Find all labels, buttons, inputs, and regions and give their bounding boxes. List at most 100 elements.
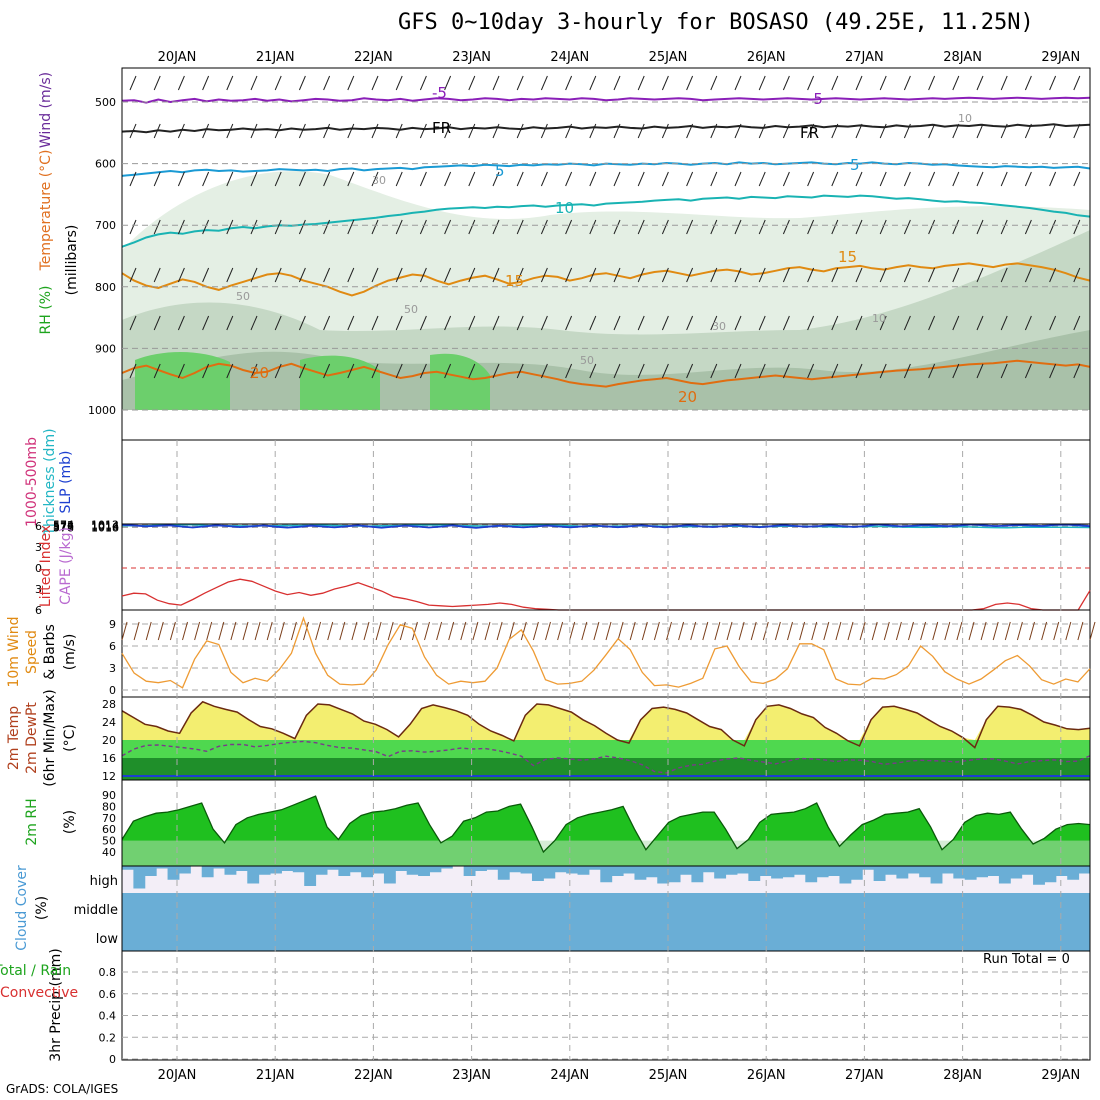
wind-barb bbox=[710, 219, 718, 235]
wind-barb bbox=[540, 123, 548, 139]
wind-tick-label: 3 bbox=[109, 662, 116, 675]
precip-convective-label: Convective bbox=[0, 985, 78, 1001]
precip-tick-label: 0.4 bbox=[99, 1010, 117, 1023]
wind-barb bbox=[1053, 621, 1060, 641]
contour-label: FR bbox=[800, 124, 819, 142]
day-label: 20JAN bbox=[158, 50, 197, 65]
wind-barb bbox=[274, 315, 282, 331]
thickness-tick-label: 577 bbox=[53, 521, 74, 534]
contour-label: 15 bbox=[838, 248, 857, 266]
wind-barb bbox=[952, 219, 960, 235]
wind-barb bbox=[1073, 315, 1081, 331]
lifted-index-label: Lifted Index bbox=[38, 525, 54, 607]
wind-barb bbox=[879, 171, 887, 187]
high-cloud-bar bbox=[611, 866, 624, 876]
wind-barb bbox=[436, 621, 443, 641]
wind-barb bbox=[540, 219, 548, 235]
wind-barb bbox=[661, 267, 669, 283]
wind-barb bbox=[734, 267, 742, 283]
wind-barb bbox=[371, 171, 379, 187]
thickness-tick-label: 574 bbox=[53, 518, 74, 531]
wind-barb bbox=[444, 75, 452, 91]
high-cloud-bar bbox=[406, 866, 419, 875]
wind-barb bbox=[516, 219, 524, 235]
high-cloud-bar bbox=[930, 866, 943, 884]
high-cloud-bar bbox=[178, 866, 191, 874]
wind-barb bbox=[347, 363, 355, 379]
wind-barb bbox=[1077, 621, 1084, 641]
high-cloud-bar bbox=[167, 866, 180, 880]
top-day-labels: 20JAN 21JAN 22JAN 23JAN 24JAN 25JAN 26JAN 27JAN… bbox=[158, 50, 1081, 65]
wind-barb bbox=[1049, 363, 1057, 379]
wind-barb bbox=[351, 621, 358, 641]
wind-barb bbox=[1041, 621, 1048, 641]
high-cloud-bar bbox=[816, 866, 829, 878]
wind-barb bbox=[1024, 171, 1032, 187]
wind-barb bbox=[492, 75, 500, 91]
high-cloud-bar bbox=[668, 866, 681, 883]
wind-barb bbox=[714, 621, 721, 641]
wind-barb bbox=[932, 621, 939, 641]
wind-barb bbox=[540, 171, 548, 187]
day-label: 23JAN bbox=[452, 1068, 491, 1083]
wind-barb bbox=[419, 315, 427, 331]
wind-barb bbox=[1004, 621, 1011, 641]
wind-barb bbox=[565, 267, 573, 283]
wind-barb bbox=[726, 621, 733, 641]
wind-barb bbox=[807, 363, 815, 379]
wind-barb bbox=[492, 267, 500, 283]
wind-barb bbox=[903, 267, 911, 283]
wind-barb bbox=[653, 621, 660, 641]
wind-barb bbox=[710, 315, 718, 331]
wind-barb bbox=[637, 171, 645, 187]
wind-barb bbox=[613, 171, 621, 187]
high-cloud-bar bbox=[144, 866, 157, 876]
wind-barb bbox=[496, 621, 503, 641]
wind-barb bbox=[565, 363, 573, 379]
wind-barb bbox=[1049, 171, 1057, 187]
wind-barb bbox=[254, 621, 261, 641]
wind-barb bbox=[557, 621, 564, 641]
high-cloud-bar bbox=[782, 866, 795, 878]
wind-barb bbox=[395, 75, 403, 91]
wind-barb bbox=[472, 621, 479, 641]
wind-barb bbox=[1000, 267, 1008, 283]
wind-barb bbox=[666, 621, 672, 641]
wind-barb bbox=[226, 123, 234, 139]
wind-units-label: (m/s) bbox=[62, 634, 78, 671]
high-cloud-bar bbox=[497, 866, 510, 880]
wind-barb bbox=[1073, 363, 1081, 379]
temp-area bbox=[122, 701, 1090, 740]
wind-barb bbox=[177, 267, 185, 283]
wind-barb bbox=[835, 621, 842, 641]
precip-frame bbox=[121, 950, 1091, 1061]
high-cloud-bar bbox=[976, 866, 989, 878]
wind-barb bbox=[347, 315, 355, 331]
wind-barb bbox=[879, 267, 887, 283]
contour-label: -5 bbox=[808, 90, 823, 108]
wind-barb bbox=[375, 621, 382, 641]
wind-barb bbox=[242, 621, 249, 641]
high-cloud-bar bbox=[1078, 866, 1091, 874]
wind-barb bbox=[1024, 219, 1032, 235]
wind-barb bbox=[371, 123, 379, 139]
wind-barb bbox=[274, 219, 282, 235]
day-gridlines bbox=[176, 440, 1062, 1060]
high-cloud-bar bbox=[1033, 866, 1045, 885]
wind-barb bbox=[976, 123, 984, 139]
temp-band-green bbox=[122, 740, 1090, 758]
wind-barb bbox=[952, 123, 960, 139]
wind-barb bbox=[444, 267, 452, 283]
wind-barb bbox=[492, 315, 500, 331]
wind-barb bbox=[855, 315, 863, 331]
high-cloud-bar bbox=[828, 866, 840, 876]
day-label: 26JAN bbox=[747, 50, 786, 65]
day-label: 23JAN bbox=[452, 50, 491, 65]
temp-tick-label: 28 bbox=[102, 698, 116, 711]
wind-barb bbox=[129, 219, 137, 235]
slp-tick-label: 1016 bbox=[91, 521, 119, 534]
wind-barb bbox=[177, 171, 185, 187]
high-cloud-bar bbox=[122, 866, 134, 870]
wind-barb bbox=[879, 363, 887, 379]
wind-barb bbox=[859, 621, 866, 641]
